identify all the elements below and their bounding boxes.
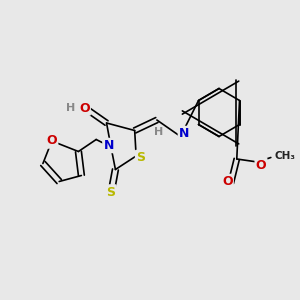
Text: N: N bbox=[103, 139, 114, 152]
Text: S: S bbox=[136, 151, 145, 164]
Text: O: O bbox=[256, 159, 266, 172]
Text: S: S bbox=[106, 185, 116, 199]
Text: H: H bbox=[66, 103, 76, 113]
Text: N: N bbox=[179, 127, 189, 140]
Text: O: O bbox=[46, 134, 57, 148]
Text: H: H bbox=[154, 127, 163, 137]
Text: O: O bbox=[79, 101, 90, 115]
Text: O: O bbox=[222, 175, 232, 188]
Text: CH₃: CH₃ bbox=[274, 151, 296, 161]
